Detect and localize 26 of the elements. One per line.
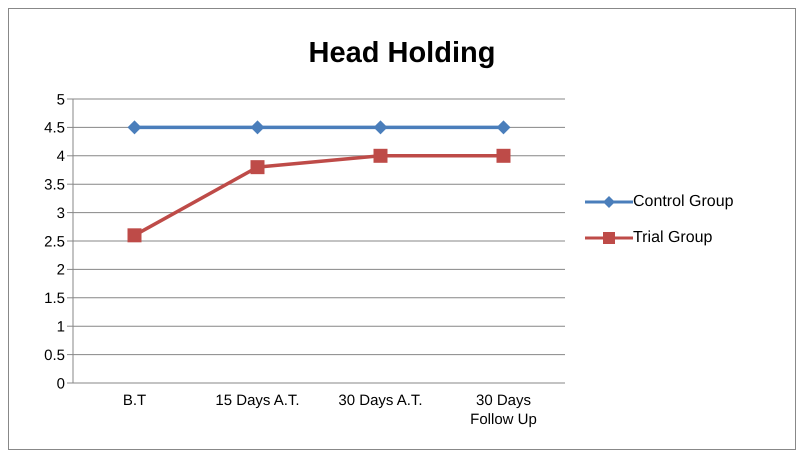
chart-title: Head Holding xyxy=(308,37,496,70)
y-tick-label: 4.5 xyxy=(44,120,65,137)
y-tick-label: 0.5 xyxy=(44,346,65,364)
y-tick-label: 5 xyxy=(56,91,65,108)
x-tick-label: 30 Days Follow Up xyxy=(470,392,537,428)
y-tick-label: 3 xyxy=(56,204,65,222)
legend-label: Trial Group xyxy=(633,229,712,247)
y-tick-label: 3.5 xyxy=(44,176,65,194)
legend-label: Control Group xyxy=(633,193,734,211)
point xyxy=(374,120,388,134)
point xyxy=(250,160,264,174)
y-tick-label: 0 xyxy=(56,375,65,392)
x-tick-label: 15 Days A.T. xyxy=(215,392,300,409)
y-tick-label: 2.5 xyxy=(44,233,65,250)
point xyxy=(496,148,510,163)
y-tick-label: 2 xyxy=(56,262,65,279)
point xyxy=(496,120,510,134)
point xyxy=(374,148,388,163)
y-tick-label: 4 xyxy=(56,148,65,166)
x-tick-label: B.T xyxy=(122,392,146,409)
y-tick-label: 1.5 xyxy=(44,290,65,308)
x-tick-label: 30 Days A.T. xyxy=(338,392,423,409)
y-tick-label: 1 xyxy=(56,318,65,336)
point xyxy=(250,120,264,134)
point xyxy=(128,228,142,242)
point xyxy=(128,120,142,134)
